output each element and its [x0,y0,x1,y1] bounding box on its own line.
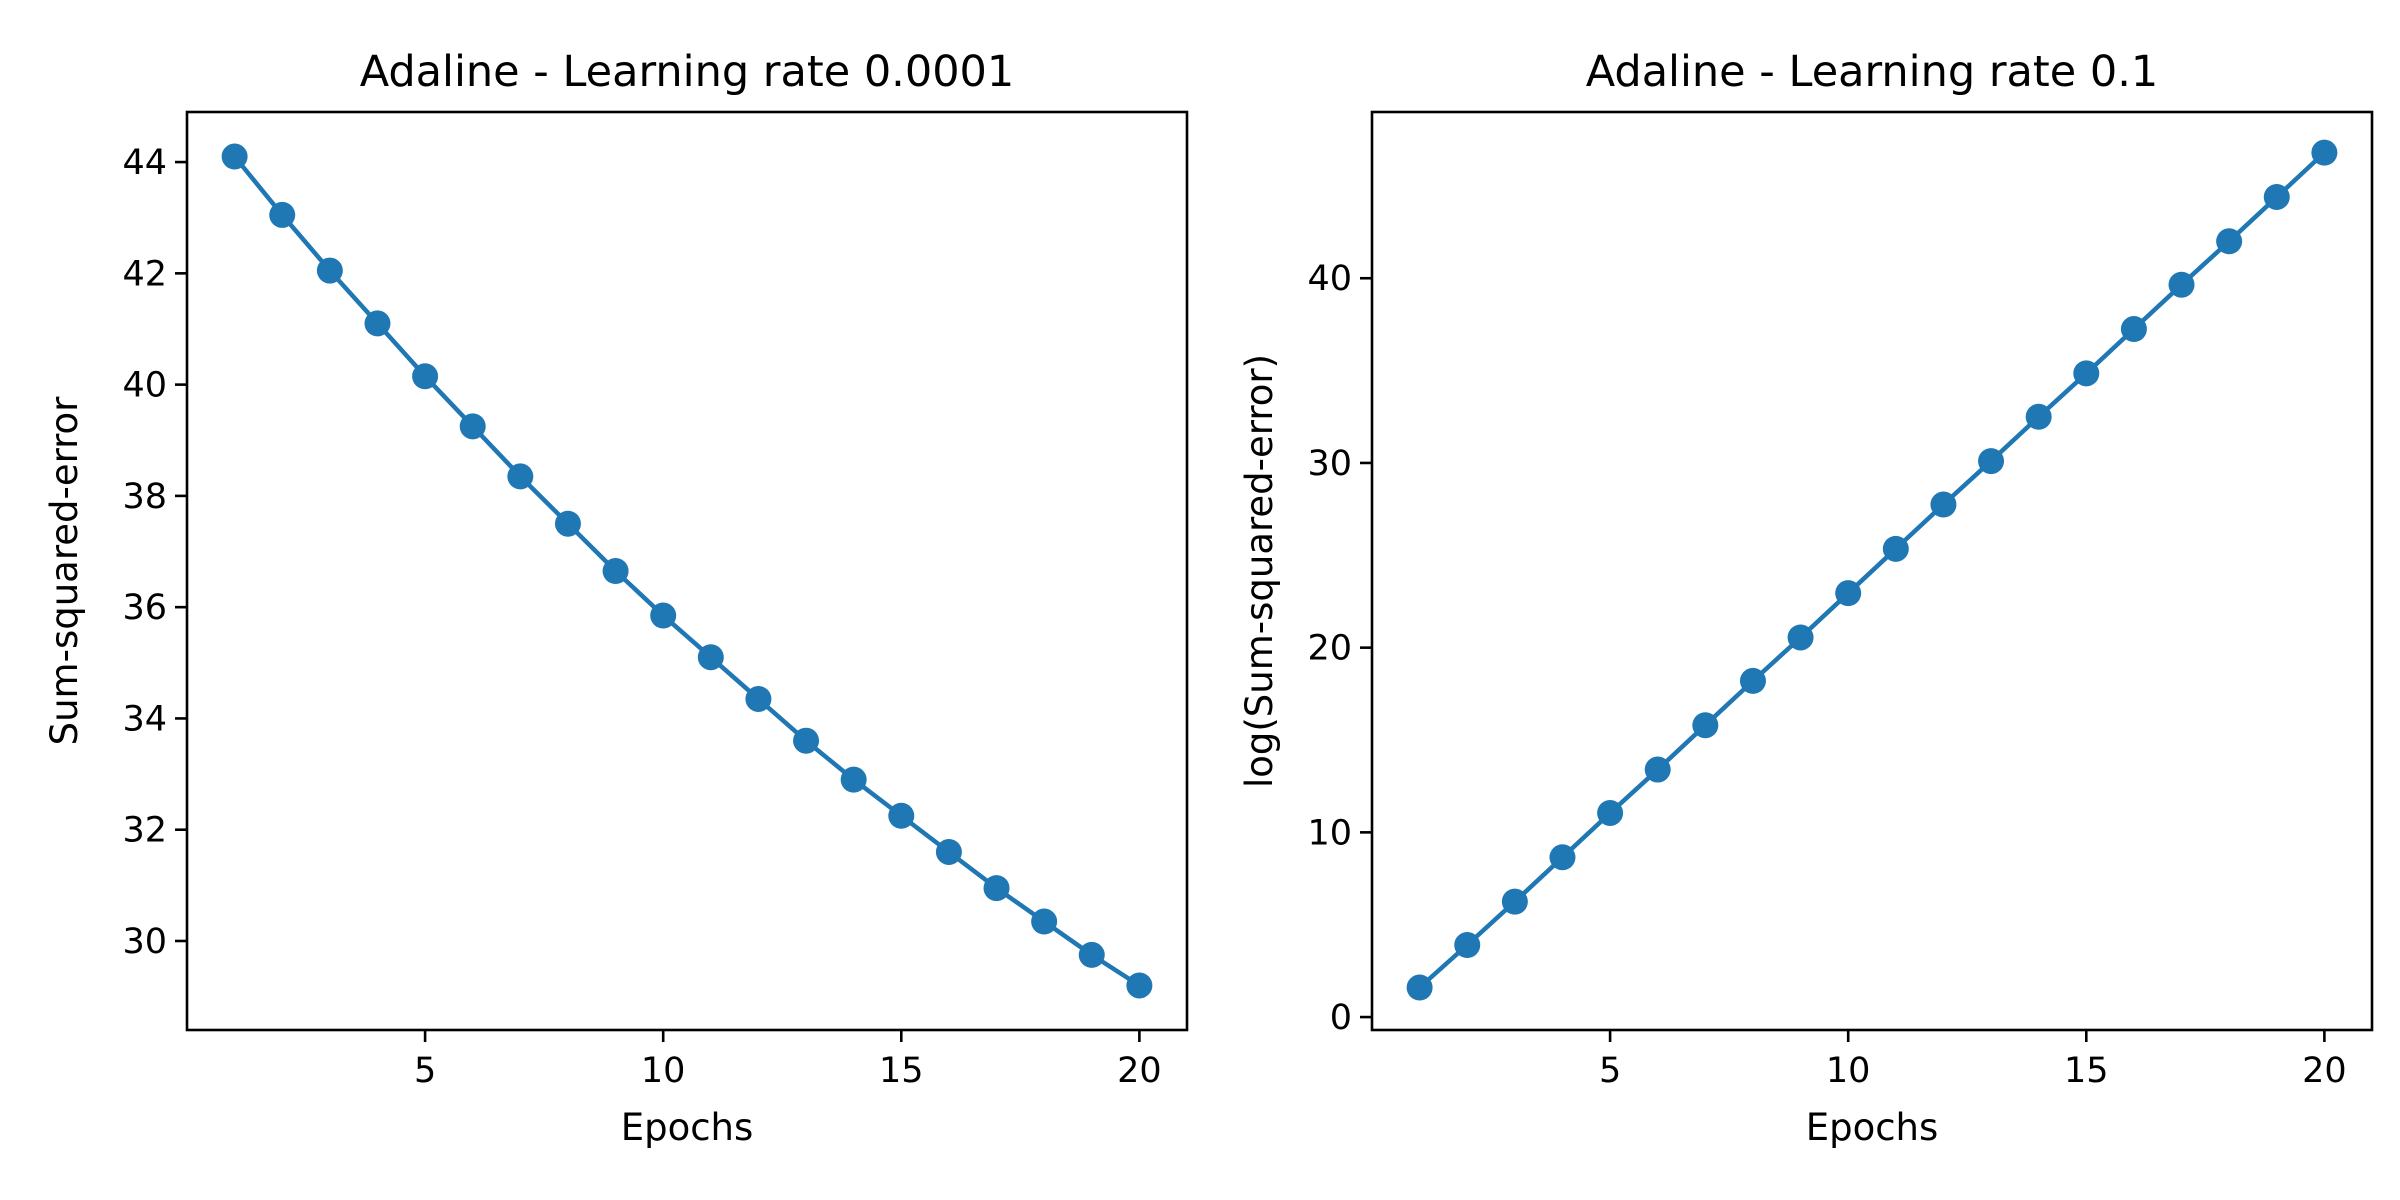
y-tick-label: 40 [1307,259,1352,299]
data-point [316,257,343,284]
data-point [2120,316,2147,343]
data-point [364,310,391,337]
data-point [2025,403,2052,430]
data-point [2216,228,2243,255]
x-tick-label: 10 [641,1051,686,1091]
data-point [935,838,962,865]
y-tick-label: 40 [122,366,167,406]
data-point [793,727,820,754]
data-point [745,685,772,712]
y-tick-label: 42 [122,254,167,294]
data-point [888,802,915,829]
chart-title: Adaline - Learning rate 0.1 [1586,47,2159,97]
data-point [2168,271,2195,298]
y-tick-label: 34 [122,699,167,739]
plot-frame [185,110,1189,1032]
x-tick-label: 20 [2302,1051,2347,1091]
data-point [1454,932,1481,959]
y-tick-label: 30 [122,922,167,962]
data-point [554,510,581,537]
y-tick-label: 0 [1330,998,1352,1038]
series-line [232,154,1142,988]
chart-learning-rate-0.1: Adaline - Learning rate 0.1 5 10 15 20 0 10 20 3… [1238,47,2374,1149]
data-point [1978,448,2005,475]
data-point [1501,888,1528,915]
y-tick-label: 20 [1307,629,1352,669]
x-axis-label: Epochs [1806,1106,1939,1149]
data-point [1787,624,1814,651]
data-point [1930,491,1957,518]
plot-frame [1370,110,2374,1032]
data-point [697,644,724,671]
data-point [1739,667,1766,694]
data-point [1126,972,1153,999]
data-point [507,463,534,490]
data-point [2263,183,2290,210]
y-tick-label: 30 [1307,444,1352,484]
data-point [602,558,629,584]
data-point [1644,756,1671,783]
x-tick-label: 15 [2064,1051,2109,1091]
y-tick-label: 36 [122,588,167,628]
data-point [1835,580,1862,607]
chart-learning-rate-0.0001: Adaline - Learning rate 0.0001 5 10 15 20 30 3… [43,47,1189,1149]
y-tick-label: 38 [122,477,167,517]
x-tick-label: 10 [1826,1051,1871,1091]
y-tick-label: 44 [122,143,167,183]
y-axis-label: log(Sum-squared-error) [1238,354,1281,788]
y-tick-label: 32 [122,811,167,851]
x-tick-label: 5 [414,1051,436,1091]
x-tick-label: 5 [1599,1051,1621,1091]
x-tick-label: 15 [879,1051,924,1091]
data-point [2073,360,2100,387]
data-point [269,201,296,228]
data-point [412,363,439,390]
data-point [1078,941,1105,968]
data-point [2311,139,2338,166]
y-axis-label: Sum-squared-error [43,396,86,746]
data-point [983,875,1010,902]
data-point [1692,712,1719,739]
y-tick-label: 10 [1307,813,1352,853]
data-point [840,766,867,793]
x-axis-label: Epochs [621,1106,754,1149]
data-point [1031,908,1058,935]
data-point [650,602,677,629]
chart-title: Adaline - Learning rate 0.0001 [360,47,1015,97]
data-point [1882,535,1909,562]
data-point [1597,799,1624,826]
data-point [221,143,248,170]
data-point [459,413,486,440]
data-point [1549,844,1576,871]
x-tick-label: 20 [1117,1051,1162,1091]
data-point [1406,974,1433,1001]
